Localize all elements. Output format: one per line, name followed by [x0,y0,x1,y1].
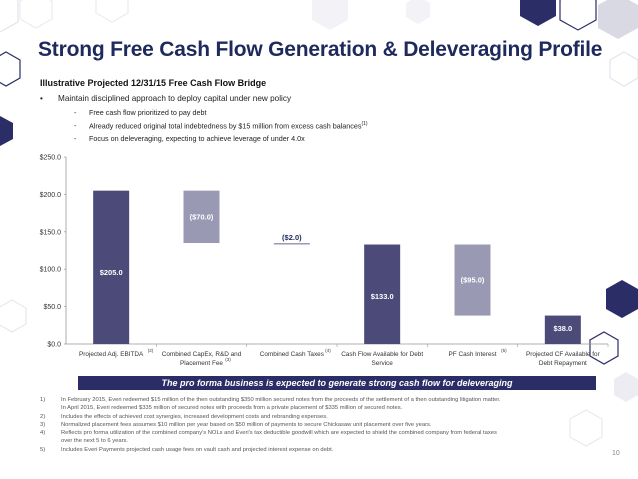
footnote-item: 3) Normalized placement fees assumes $10 … [40,421,600,429]
x-tick-label: PF Cash Interest [449,351,497,358]
footnote-number: 4) [40,430,46,437]
x-tick-label: Debt Repayment [539,360,587,367]
y-tick-label: $150.0 [40,229,62,236]
footnote-number: 2) [40,413,46,420]
chart-subtitle: Illustrative Projected 12/31/15 Free Cas… [40,78,267,88]
waterfall-bar [364,244,401,344]
footnote-text: Normalized placement fees assumes $10 mi… [61,421,432,428]
waterfall-bar [544,315,581,344]
summary-banner: The pro forma business is expected to ge… [78,376,596,390]
y-tick-label: $100.0 [40,267,62,274]
footnote-item: 4) Reflects pro forma utilization of the … [40,429,600,446]
dash-icon: - [74,108,77,117]
footnote-number: 5) [40,446,46,453]
waterfall-bar [93,190,130,344]
footnote-item: 5) Includes Everi Payments projected cash… [40,446,600,454]
footnote-text: Includes the effects of achieved cost sy… [61,413,328,420]
x-tick-label: Cash Flow Available for Debt [341,351,423,358]
dash-icon: - [74,121,77,130]
footnote-ref: (1) [361,121,368,127]
x-tick-label: Placement Fee [180,360,223,367]
waterfall-bar [273,243,310,245]
bullet-text: Maintain disciplined approach to deploy … [58,94,292,103]
y-tick-label: $200.0 [40,192,62,199]
sub-bullet-text: Already reduced original total indebtedn… [89,121,362,131]
footnote-item: 2) Includes the effects of achieved cost … [40,413,600,421]
data-label: $38.0 [553,324,572,333]
data-label: ($2.0) [282,233,302,242]
sub-bullet-text: Focus on deleveraging, expecting to achi… [89,134,305,144]
bullet-icon: • [40,94,43,103]
footnote-text: In April 2015, Everi redeemed $335 milli… [61,405,403,412]
data-label: $205.0 [100,268,123,277]
x-tick-label: Projected CF Available for [526,351,601,358]
waterfall-chart: $0.0 $50.0 $100.0 $150.0 $200.0 $250.0 $205.0 P… [40,155,609,367]
footnote-number: 1) [40,397,46,403]
footnote-item: 1) In February 2015, Everi redeemed $15 m… [40,396,600,413]
x-tick-label: Combined Cash Taxes [260,351,324,358]
footnote-ref: (5) [501,348,507,353]
bullet-item: • Maintain disciplined approach to deplo… [40,94,368,103]
y-tick-label: $250.0 [40,155,62,162]
bullet-list: • Maintain disciplined approach to deplo… [40,94,368,147]
footnote-text: Includes Everi Payments projected cash u… [61,446,334,453]
footnote-text: over the next 5 to 6 years. [61,438,129,445]
page-title: Strong Free Cash Flow Generation & Delev… [38,38,603,61]
footnote-text: In February 2015, Everi redeemed $15 mil… [61,397,501,403]
footnote-number: 3) [40,421,46,428]
footnote-text: Reflects pro forma utilization of the co… [61,430,497,437]
footnote-ref: (2) [148,348,154,353]
data-label: ($95.0) [461,276,485,285]
data-label: $133.0 [371,292,394,301]
footnote-ref: (4) [325,348,331,353]
footnote-ref: (3) [225,357,231,362]
y-tick-label: $50.0 [43,304,61,311]
data-label: ($70.0) [190,212,214,221]
dash-icon: - [74,134,77,144]
sub-bullet-item: - Already reduced original total indebte… [40,121,368,130]
waterfall-bar [183,190,220,244]
sub-bullet-text: Free cash flow prioritized to pay debt [89,108,207,117]
y-tick-label: $0.0 [47,342,61,349]
sub-bullet-item: - Focus on deleveraging, expecting to ac… [40,134,368,143]
x-tick-label: Combined CapEx, R&D and [162,351,242,358]
sub-bullet-item: - Free cash flow prioritized to pay debt [40,108,368,117]
page-number: 10 [612,450,620,457]
x-tick-label: Service [372,360,394,367]
footnotes: 1) In February 2015, Everi redeemed $15 m… [40,396,600,454]
x-tick-label: Projected Adj. EBITDA [79,351,144,358]
waterfall-bar [454,244,491,316]
